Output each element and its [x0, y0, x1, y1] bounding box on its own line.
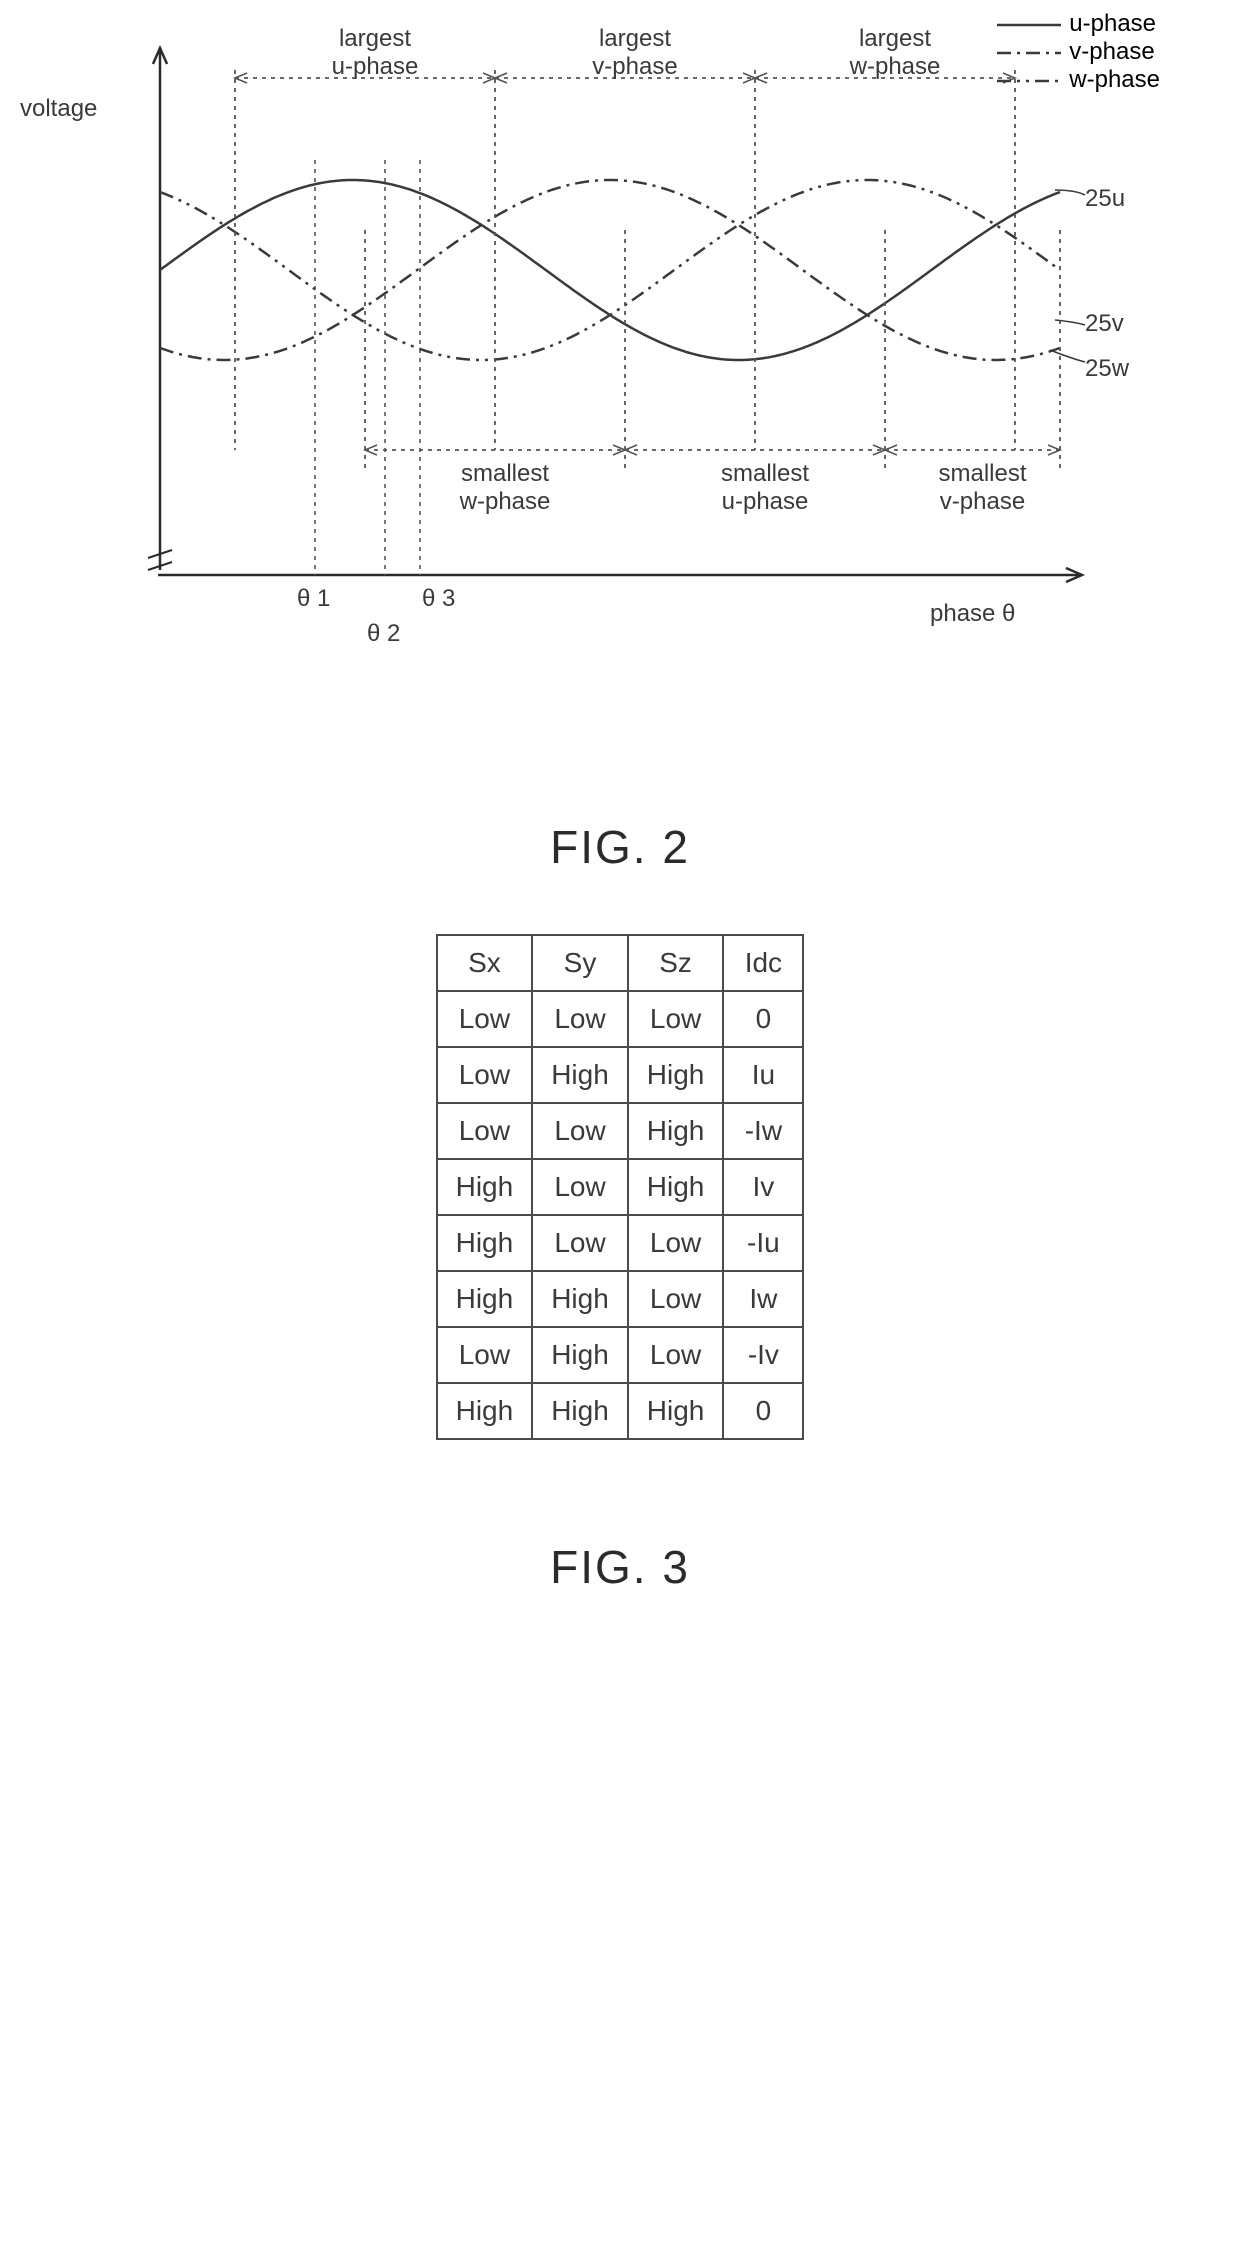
table-cell: High — [532, 1327, 628, 1383]
chart-svg — [100, 30, 1140, 670]
table-cell: High — [628, 1159, 724, 1215]
figure3-caption: FIG. 3 — [0, 1540, 1240, 1594]
table-row: LowHighLow-Iv — [437, 1327, 804, 1383]
table-cell: 0 — [723, 1383, 803, 1439]
table-cell: Low — [628, 1271, 724, 1327]
table-header-cell: Sz — [628, 935, 724, 991]
table-row: LowHighHighIu — [437, 1047, 804, 1103]
table-cell: Iu — [723, 1047, 803, 1103]
table-header-cell: Sy — [532, 935, 628, 991]
figure2-caption: FIG. 2 — [0, 820, 1240, 874]
curve-label: 25u — [1085, 185, 1125, 213]
table-row: HighHighHigh0 — [437, 1383, 804, 1439]
table-cell: Iw — [723, 1271, 803, 1327]
table-cell: Iv — [723, 1159, 803, 1215]
table-cell: 0 — [723, 991, 803, 1047]
curve-label: 25v — [1085, 310, 1124, 338]
table-cell: Low — [437, 991, 533, 1047]
table-cell: High — [628, 1103, 724, 1159]
table-cell: High — [437, 1383, 533, 1439]
table-cell: High — [628, 1383, 724, 1439]
top-region-label: largest w-phase — [830, 25, 960, 80]
three-phase-chart: voltage phase θ u-phase v-phase w-phase … — [100, 30, 1140, 670]
table-cell: High — [437, 1215, 533, 1271]
table-cell: Low — [532, 1215, 628, 1271]
table-header-cell: Sx — [437, 935, 533, 991]
table-cell: -Iu — [723, 1215, 803, 1271]
theta-marker: θ 3 — [422, 585, 455, 613]
table-row: HighLowHighIv — [437, 1159, 804, 1215]
legend-item-w: w-phase — [997, 66, 1160, 94]
legend-label-w: w-phase — [1069, 66, 1160, 93]
table-cell: High — [437, 1271, 533, 1327]
theta-marker: θ 1 — [297, 585, 330, 613]
bottom-region-label: smallest v-phase — [918, 460, 1048, 515]
table-cell: Low — [532, 1103, 628, 1159]
table-cell: Low — [532, 991, 628, 1047]
legend-label-u: u-phase — [1069, 10, 1156, 37]
table-cell: Low — [437, 1327, 533, 1383]
table-cell: Low — [628, 1215, 724, 1271]
y-axis-label: voltage — [20, 95, 97, 123]
table-row: LowLowHigh-Iw — [437, 1103, 804, 1159]
table-cell: High — [532, 1383, 628, 1439]
theta-marker: θ 2 — [367, 620, 400, 648]
sx-table-wrap: SxSySzIdcLowLowLow0LowHighHighIuLowLowHi… — [0, 934, 1240, 1440]
sx-table: SxSySzIdcLowLowLow0LowHighHighIuLowLowHi… — [436, 934, 805, 1440]
legend: u-phase v-phase w-phase — [997, 10, 1160, 94]
legend-item-v: v-phase — [997, 38, 1160, 66]
table-cell: Low — [628, 1327, 724, 1383]
legend-item-u: u-phase — [997, 10, 1160, 38]
table-header-row: SxSySzIdc — [437, 935, 804, 991]
table-cell: -Iw — [723, 1103, 803, 1159]
x-axis-label: phase θ — [930, 600, 1015, 628]
table-cell: High — [532, 1271, 628, 1327]
table-cell: -Iv — [723, 1327, 803, 1383]
top-region-label: largest v-phase — [570, 25, 700, 80]
table-row: HighHighLowIw — [437, 1271, 804, 1327]
table-cell: High — [437, 1159, 533, 1215]
table-header-cell: Idc — [723, 935, 803, 991]
bottom-region-label: smallest w-phase — [440, 460, 570, 515]
table-row: LowLowLow0 — [437, 991, 804, 1047]
table-cell: Low — [437, 1103, 533, 1159]
top-region-label: largest u-phase — [310, 25, 440, 80]
curve-label: 25w — [1085, 355, 1129, 383]
legend-label-v: v-phase — [1069, 38, 1154, 65]
table-cell: Low — [437, 1047, 533, 1103]
bottom-region-label: smallest u-phase — [700, 460, 830, 515]
table-cell: High — [628, 1047, 724, 1103]
table-row: HighLowLow-Iu — [437, 1215, 804, 1271]
table-cell: Low — [628, 991, 724, 1047]
table-cell: Low — [532, 1159, 628, 1215]
table-cell: High — [532, 1047, 628, 1103]
